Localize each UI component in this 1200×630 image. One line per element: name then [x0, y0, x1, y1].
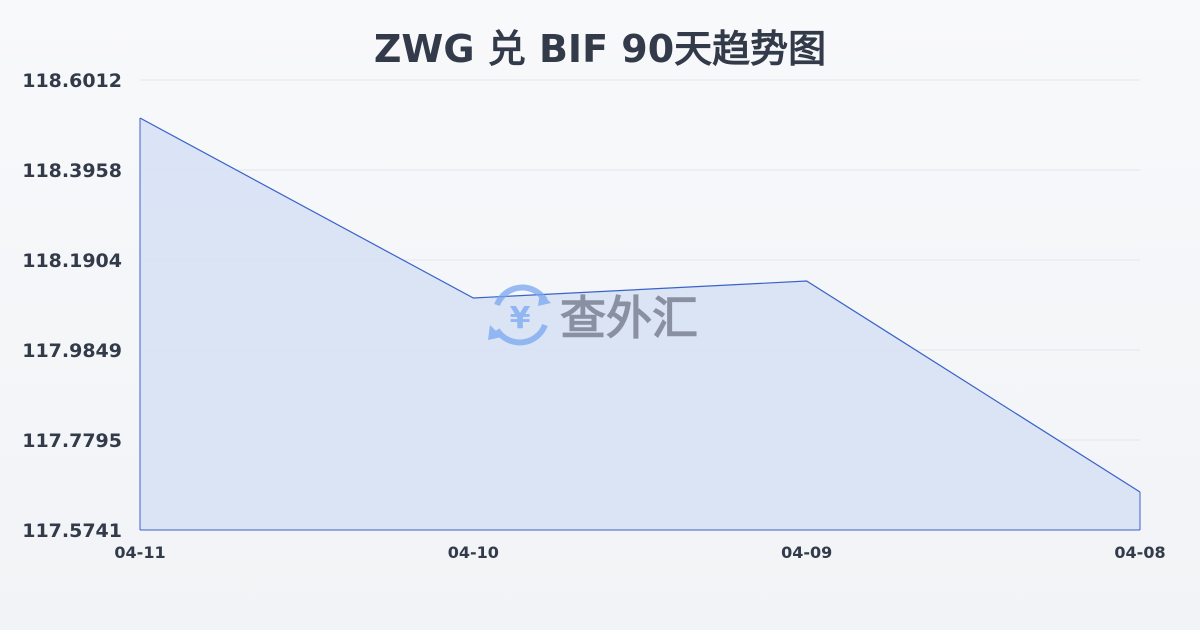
- chart-title: ZWG 兑 BIF 90天趋势图: [373, 27, 827, 71]
- y-tick-label: 118.1904: [22, 250, 122, 272]
- y-tick-label: 117.9849: [22, 340, 122, 362]
- x-tick-label: 04-10: [448, 543, 499, 562]
- y-tick-label: 118.3958: [22, 160, 122, 182]
- watermark-text: 查外汇: [560, 291, 698, 345]
- y-tick-label: 117.5741: [22, 520, 122, 542]
- y-tick-label: 117.7795: [22, 430, 122, 452]
- watermark: ¥ 查外汇: [488, 284, 698, 346]
- y-tick-label: 118.6012: [22, 70, 122, 92]
- x-tick-label: 04-11: [114, 543, 165, 562]
- yen-exchange-icon: ¥: [488, 284, 551, 346]
- x-tick-label: 04-09: [781, 543, 832, 562]
- x-tick-label: 04-08: [1114, 543, 1165, 562]
- series-line: [139, 117, 1141, 493]
- area-fill: [140, 117, 1140, 530]
- svg-text:¥: ¥: [510, 301, 531, 336]
